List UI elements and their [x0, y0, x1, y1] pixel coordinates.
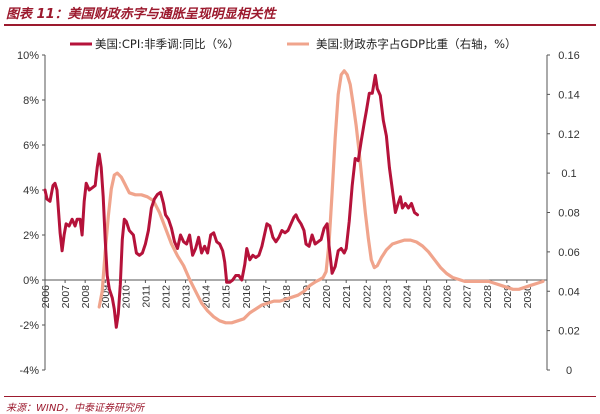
right-axis-tick-label: 0.1 [561, 168, 576, 180]
source-note: 来源：WIND，中泰证券研究所 [6, 403, 145, 414]
left-axis-tick-label: 10% [17, 50, 39, 62]
legend-deficit-label: 美国:财政赤字占GDP比重（右轴，%） [316, 37, 517, 51]
x-axis-tick-label: 2008 [80, 285, 92, 309]
left-axis-tick-label: 8% [23, 95, 39, 107]
x-axis-tick-label: 2030 [522, 285, 534, 309]
chart-axes: -4% -2% 0% 2% 4% 6% 8% 10% 0 0.02 0.04 0.06 0.08 0.1 0… [17, 50, 580, 377]
left-axis-tick-label: 4% [23, 185, 39, 197]
chart-series [43, 69, 545, 329]
x-axis-tick-label: 2018 [281, 285, 293, 309]
chart-legend: 美国:CPI:非季调:同比（%） 美国:财政赤字占GDP比重（右轴，%） [70, 37, 517, 51]
right-axis-tick-label: 0.14 [558, 89, 579, 101]
right-axis-tick-label: 0 [566, 365, 572, 377]
x-axis-tick-label: 2027 [462, 285, 474, 309]
series-line-cpi [43, 73, 419, 329]
left-axis-tick-label: 0% [23, 275, 39, 287]
legend-cpi-label: 美国:CPI:非季调:同比（%） [95, 37, 239, 51]
left-axis-tick-label: 2% [23, 230, 39, 242]
right-axis-tick-label: 0.02 [558, 326, 579, 338]
right-axis-tick-label: 0.12 [558, 129, 579, 141]
x-axis-tick-label: 2014 [201, 285, 213, 309]
x-axis-tick-label: 2024 [401, 285, 413, 309]
x-axis-tick-label: 2006 [40, 285, 52, 309]
x-axis-tick-label: 2015 [221, 285, 233, 309]
left-axis-tick-label: -2% [19, 320, 39, 332]
chart-title: 图表 11：美国财政赤字与通胀呈现明显相关性 [6, 7, 276, 22]
right-axis-tick-label: 0.16 [558, 50, 579, 62]
x-axis-tick-label: 2020 [321, 285, 333, 309]
right-axis-tick-label: 0.04 [558, 286, 579, 298]
x-axis-tick-label: 2007 [60, 285, 72, 309]
title-divider [4, 24, 596, 26]
x-axis-tick-label: 2025 [422, 285, 434, 309]
left-axis-tick-label: -4% [19, 365, 39, 377]
x-axis-tick-label: 2029 [502, 285, 514, 309]
x-axis-tick-label: 2026 [442, 285, 454, 309]
x-axis-tick-label: 2028 [482, 285, 494, 309]
left-axis-tick-label: 6% [23, 140, 39, 152]
x-axis-tick-label: 2011 [140, 285, 152, 308]
x-axis-tick-label: 2022 [361, 285, 373, 309]
x-axis-tick-label: 2012 [160, 285, 172, 309]
x-axis-tick-label: 2016 [241, 285, 253, 309]
right-axis-tick-label: 0.06 [558, 247, 579, 259]
x-axis-tick-label: 2010 [120, 285, 132, 309]
source-divider [4, 396, 596, 397]
x-axis-tick-label: 2021 [341, 285, 353, 309]
right-axis-tick-label: 0.08 [558, 208, 579, 220]
x-axis-tick-label: 2023 [381, 285, 393, 309]
x-axis-tick-label: 2013 [181, 285, 193, 309]
